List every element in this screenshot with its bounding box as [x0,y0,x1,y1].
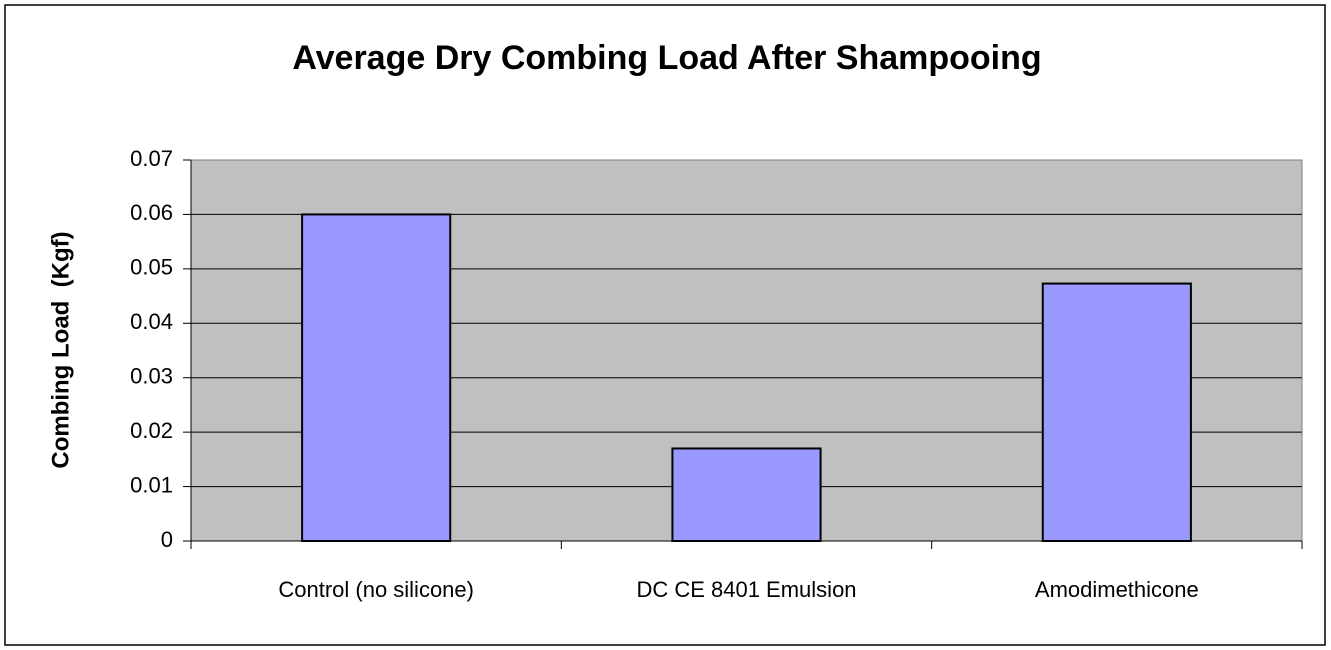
y-tick-label: 0.02 [130,418,173,443]
bar [1041,282,1192,542]
y-tick-label: 0.03 [130,364,173,389]
x-tick-label: Control (no silicone) [278,577,474,602]
bar [671,447,822,543]
x-tick-label: DC CE 8401 Emulsion [636,577,856,602]
y-tick-label: 0.06 [130,200,173,225]
y-tick-label: 0.05 [130,255,173,280]
y-axis-label: Combing Load (Kgf) [47,231,74,468]
y-tick-label: 0.01 [130,472,173,497]
y-tick-label: 0.07 [130,146,173,171]
y-tick-label: 0 [161,527,173,552]
bar [301,213,452,543]
chart-title: Average Dry Combing Load After Shampooin… [292,39,1041,77]
x-tick-label: Amodimethicone [1035,577,1199,602]
y-tick-label: 0.04 [130,309,173,334]
